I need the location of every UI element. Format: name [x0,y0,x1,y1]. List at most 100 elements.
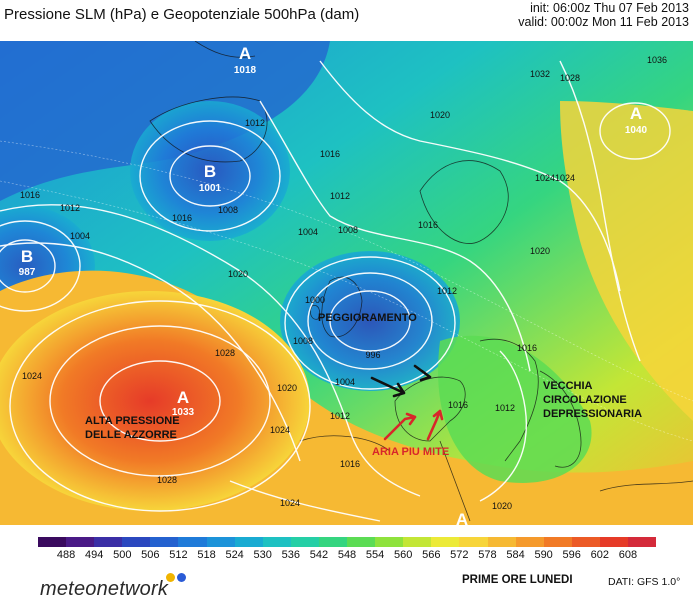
high-center-letter: A [630,104,642,123]
low-center-letter: B [204,162,216,181]
isobar-label: 1020 [277,383,297,393]
scale-swatch [431,537,460,547]
isobar-label: 1024 [535,173,555,183]
isobar-label: 1008 [293,336,313,346]
scale-swatch [627,537,657,547]
scale-tick-label: 590 [534,549,553,561]
isobar-label: 1032 [530,69,550,79]
red-arrow-east [426,409,444,441]
isobar-label: 1004 [335,377,355,387]
scale-tick-label: 572 [450,549,469,561]
scale-tick-label: 494 [84,549,104,561]
init-time: init: 06:00z Thu 07 Feb 2013 [530,1,689,15]
scale-tick-label: 584 [506,549,525,561]
scale-tick-label: 608 [618,549,638,561]
page-title: Pressione SLM (hPa) e Geopotenziale 500h… [4,6,360,23]
isobar-label: 996 [365,350,380,360]
scale-tick-label: 506 [141,549,160,561]
scale-swatch [38,537,67,547]
scale-tick-label: 578 [478,549,497,561]
isobar-label: 1012 [330,191,350,201]
isobar-label: 1008 [338,225,358,235]
azores-annotation-line-1: ALTA PRESSIONE [85,415,180,427]
isobar-label: 1016 [172,213,192,223]
scale-swatch [571,537,600,547]
isobars [0,60,671,522]
isobar-label: 1020 [492,501,512,511]
scale-swatch [318,537,348,547]
geopotential-contours [0,140,693,442]
scale-swatch [178,537,207,547]
isobar-label: 1016 [340,459,360,469]
scale-tick-label: 518 [197,549,216,561]
scale-tick-label: 554 [365,549,385,561]
high-center-letter: A [239,44,251,63]
scale-tick-label: 596 [562,549,581,561]
scale-swatch [150,537,179,547]
peggioramento-annotation: PEGGIORAMENTO [318,312,417,324]
isobar-label: 1012 [330,411,350,421]
scale-swatch [515,537,544,547]
low-center-letter: B [21,247,33,266]
uk-low-zone [280,251,460,391]
isobar-label: 1020 [430,110,450,120]
high-center-letter: A [177,388,189,407]
scale-tick-label: 512 [169,549,188,561]
east-warm-zone [560,101,693,421]
scale-swatch [599,537,628,547]
vecchia-annotation-line-2: CIRCOLAZIONE [543,394,627,406]
brand-dot-blue [177,573,186,582]
isobar-label: 1000 [305,295,325,305]
vecchia-annotation: VECCHIA CIRCOLAZIONE DEPRESSIONARIA [543,380,642,420]
scale-swatch [122,537,151,547]
isobar-label: 1004 [298,227,318,237]
run-info: init: 06:00z Thu 07 Feb 2013 valid: 00:0… [518,1,689,29]
low-center-value: 987 [19,267,36,278]
pressure-center-labels: A 1018 B 1001 A 1040 B 987 A 1033 A [19,44,648,525]
scale-swatch [262,537,291,547]
valid-time: valid: 00:00z Mon 11 Feb 2013 [518,15,689,29]
high-center-value: 1018 [234,65,257,76]
data-credit: DATI: GFS 1.0° [608,576,681,588]
azores-annotation-line-2: DELLE AZZORRE [85,429,177,441]
high-center-letter: A [456,510,468,525]
scale-swatch [459,537,488,547]
isobar-label: 1028 [215,348,235,358]
isobar-label: 1004 [70,231,90,241]
high-center-value: 1040 [625,125,648,136]
scale-swatch [347,537,376,547]
vecchia-annotation-line-1: VECCHIA [543,380,593,392]
brand-logo: meteonetwork [40,578,169,600]
isobar-label: 1016 [517,343,537,353]
dark-arrow-east [413,364,432,382]
scale-tick-label: 530 [253,549,272,561]
azores-annotation: ALTA PRESSIONE DELLE AZZORRE [85,415,183,441]
scale-swatch [543,537,572,547]
scale-swatch [403,537,432,547]
high-center-value: 1033 [172,407,195,418]
isobar-label: 1020 [530,246,550,256]
scale-swatch [290,537,319,547]
isobar-label: 1016 [448,400,468,410]
scale-tick-label: 536 [281,549,300,561]
isobar-value-labels: 1016 1012 1008 1004 1012 1016 1020 1024 … [20,55,667,511]
isobar-label: 1028 [560,73,580,83]
scale-tick-label: 500 [113,549,132,561]
isobar-label: 1024 [22,371,42,381]
isobar-label: 1024 [555,173,575,183]
forecast-label: PRIME ORE LUNEDI [462,574,573,586]
iceland-low-zone [130,101,290,241]
geopotential-color-scale [38,537,657,547]
isobar-label: 1016 [320,149,340,159]
isobar-label: 1012 [437,286,457,296]
coastline-outlines [149,41,693,522]
scale-tick-label: 542 [309,549,329,561]
low-center-value: 1001 [199,183,222,194]
isobar-label: 1024 [270,425,290,435]
geopotential-scale-ticks: 488 494 500 506 512 518 524 530 536 542 548 554 560 5… [38,549,656,563]
mediterranean-green-zone [438,335,592,483]
isobar-label: 1012 [245,118,265,128]
scale-tick-label: 566 [422,549,441,561]
scale-tick-label: 602 [590,549,609,561]
isobar-label: 1028 [157,475,177,485]
